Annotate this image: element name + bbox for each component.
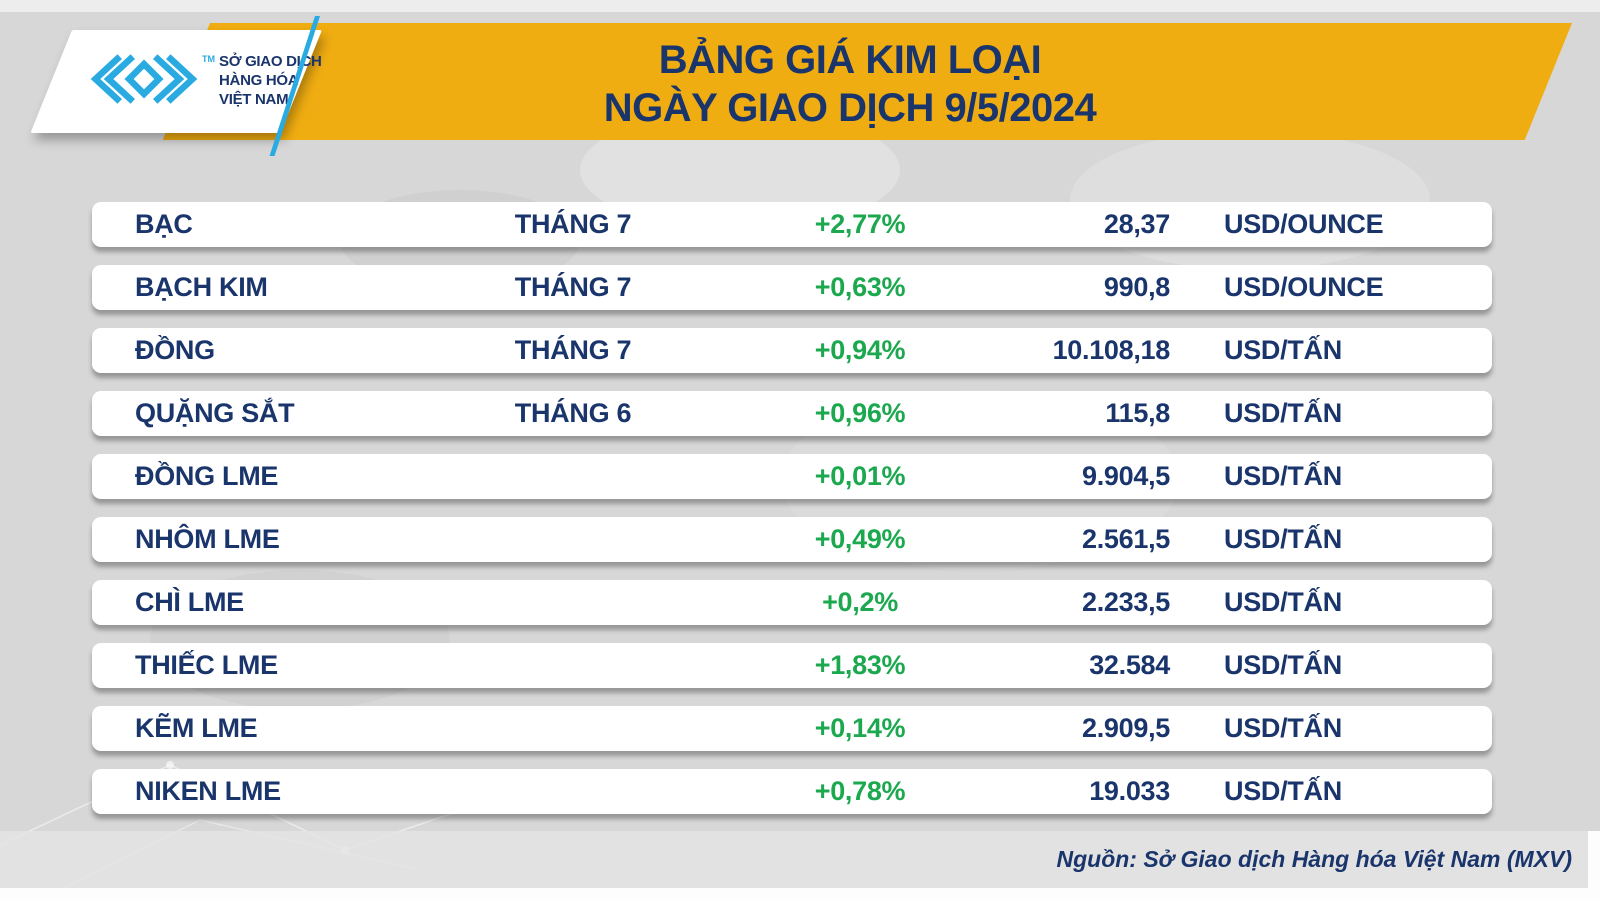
- logo-text-line-3: VIỆT NAM: [219, 91, 289, 108]
- change-percent: +0,49%: [814, 524, 906, 554]
- contract-month: [473, 643, 673, 688]
- title-line-1: BẢNG GIÁ KIM LOẠI: [658, 38, 1042, 82]
- commodity-name: KẼM LME: [135, 713, 258, 743]
- table-row: ĐỒNG THÁNG 7 +0,94% 10.108,18 USD/TẤN: [92, 328, 1492, 373]
- contract-month: THÁNG 7: [514, 272, 632, 302]
- contract-month: [473, 580, 673, 625]
- commodity-name: CHÌ LME: [135, 587, 244, 617]
- table-row: BẠCH KIM THÁNG 7 +0,63% 990,8 USD/OUNCE: [92, 265, 1492, 310]
- trademark-mark: TM: [202, 54, 215, 64]
- table-row: QUẶNG SẮT THÁNG 6 +0,96% 115,8 USD/TẤN: [92, 391, 1492, 436]
- right-white-strip: [1588, 831, 1600, 900]
- contract-month: THÁNG 6: [514, 398, 632, 428]
- table-row: CHÌ LME +0,2% 2.233,5 USD/TẤN: [92, 580, 1492, 625]
- price-unit: USD/TẤN: [1224, 587, 1342, 617]
- table-row: NHÔM LME +0,49% 2.561,5 USD/TẤN: [92, 517, 1492, 562]
- commodity-name: BẠCH KIM: [135, 272, 268, 302]
- logo-text-line-2: HÀNG HÓA: [219, 72, 299, 89]
- price-unit: USD/TẤN: [1224, 398, 1342, 428]
- commodity-name: BẠC: [135, 209, 193, 239]
- price-unit: USD/TẤN: [1224, 335, 1342, 365]
- contract-month: [473, 454, 673, 499]
- table-row: THIẾC LME +1,83% 32.584 USD/TẤN: [92, 643, 1492, 688]
- commodity-name: NIKEN LME: [135, 776, 281, 806]
- title-line-2: NGÀY GIAO DỊCH 9/5/2024: [603, 86, 1097, 130]
- price-unit: USD/TẤN: [1224, 776, 1342, 806]
- mxv-diamond-icon: [90, 54, 198, 104]
- mxv-logo: TM SỞ GIAO DỊCH HÀNG HÓA VIỆT NAM: [88, 50, 322, 109]
- price-unit: USD/TẤN: [1224, 524, 1342, 554]
- logo-text-line-1: SỞ GIAO DỊCH: [219, 53, 322, 70]
- commodity-name: ĐỒNG LME: [135, 461, 279, 491]
- price-unit: USD/OUNCE: [1224, 209, 1384, 239]
- change-percent: +0,14%: [814, 713, 906, 743]
- change-percent: +1,83%: [814, 650, 906, 680]
- price-value: 9.904,5: [1082, 461, 1170, 491]
- price-unit: USD/TẤN: [1224, 713, 1342, 743]
- change-percent: +0,78%: [814, 776, 906, 806]
- contract-month: [473, 769, 673, 814]
- price-value: 115,8: [1105, 398, 1170, 428]
- contract-month: [473, 517, 673, 562]
- price-value: 10.108,18: [1052, 335, 1171, 365]
- table-row: NIKEN LME +0,78% 19.033 USD/TẤN: [92, 769, 1492, 814]
- page-title: BẢNG GIÁ KIM LOẠI NGÀY GIAO DỊCH 9/5/202…: [500, 36, 1200, 132]
- price-value: 2.909,5: [1082, 713, 1170, 743]
- price-value: 2.233,5: [1082, 587, 1170, 617]
- price-table: BẠC THÁNG 7 +2,77% 28,37 USD/OUNCE BẠCH KIM TH…: [92, 202, 1492, 832]
- price-value: 19.033: [1089, 776, 1170, 806]
- commodity-name: QUẶNG SẮT: [135, 398, 295, 428]
- price-unit: USD/TẤN: [1224, 650, 1342, 680]
- contract-month: [473, 706, 673, 751]
- price-unit: USD/TẤN: [1224, 461, 1342, 491]
- table-row: ĐỒNG LME +0,01% 9.904,5 USD/TẤN: [92, 454, 1492, 499]
- change-percent: +0,94%: [814, 335, 906, 365]
- footer-band: Nguồn: Sở Giao dịch Hàng hóa Việt Nam (M…: [0, 831, 1588, 888]
- contract-month: THÁNG 7: [514, 209, 632, 239]
- change-percent: +2,77%: [814, 209, 906, 239]
- contract-month: THÁNG 7: [514, 335, 632, 365]
- change-percent: +0,01%: [814, 461, 906, 491]
- commodity-name: THIẾC LME: [135, 650, 278, 680]
- change-percent: +0,96%: [814, 398, 906, 428]
- price-value: 990,8: [1103, 272, 1170, 302]
- commodity-name: NHÔM LME: [135, 524, 280, 554]
- bottom-white-strip: [0, 888, 1600, 900]
- change-percent: +0,2%: [822, 587, 898, 617]
- source-note: Nguồn: Sở Giao dịch Hàng hóa Việt Nam (M…: [1056, 846, 1572, 872]
- change-percent: +0,63%: [814, 272, 906, 302]
- mxv-logo-text: SỞ GIAO DỊCH HÀNG HÓA VIỆT NAM: [219, 52, 322, 109]
- price-value: 28,37: [1103, 209, 1170, 239]
- commodity-name: ĐỒNG: [135, 335, 215, 365]
- table-row: BẠC THÁNG 7 +2,77% 28,37 USD/OUNCE: [92, 202, 1492, 247]
- top-light-strip: [0, 0, 1600, 12]
- price-unit: USD/OUNCE: [1224, 272, 1384, 302]
- price-value: 32.584: [1089, 650, 1170, 680]
- table-row: KẼM LME +0,14% 2.909,5 USD/TẤN: [92, 706, 1492, 751]
- price-value: 2.561,5: [1082, 524, 1170, 554]
